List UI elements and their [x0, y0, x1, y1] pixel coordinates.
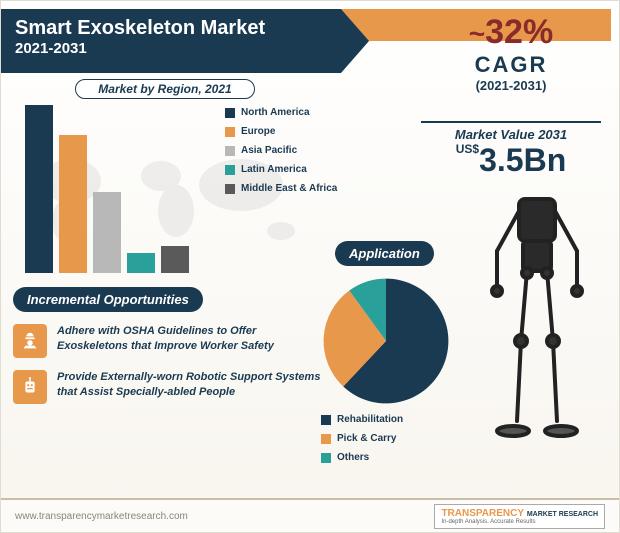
bar-europe: [59, 135, 87, 273]
legend-item: Others: [321, 452, 481, 463]
swatch-icon: [321, 434, 331, 444]
logo-tagline: In-depth Analysis. Accurate Results: [441, 519, 598, 525]
application-section: Application Rehabilitation Pick & Carry Ot…: [291, 241, 481, 471]
legend-item: Asia Pacific: [225, 145, 337, 156]
main-title: Smart Exoskeleton Market: [15, 17, 327, 40]
opportunity-text: Provide Externally-worn Robotic Support …: [57, 370, 323, 400]
legend-label: Pick & Carry: [337, 433, 396, 444]
opportunities-section: Incremental Opportunities Adhere with OS…: [13, 287, 323, 404]
brand-logo: TRANSPARENCY MARKET RESEARCH In-depth An…: [434, 504, 605, 529]
footer: www.transparencymarketresearch.com TRANS…: [1, 498, 619, 532]
market-value-block: Market Value 2031 US$3.5Bn: [421, 127, 601, 179]
legend-item: Latin America: [225, 164, 337, 175]
legend-label: Others: [337, 452, 369, 463]
legend-label: Europe: [241, 126, 275, 137]
market-value-amount: 3.5: [479, 142, 523, 178]
opportunities-heading: Incremental Opportunities: [13, 287, 203, 312]
legend-item: Middle East & Africa: [225, 183, 337, 194]
legend-label: Middle East & Africa: [241, 183, 337, 194]
market-value-label: Market Value 2031: [421, 127, 601, 142]
robot-icon: [13, 370, 47, 404]
legend-label: North America: [241, 107, 310, 118]
swatch-icon: [225, 184, 235, 194]
title-banner: Smart Exoskeleton Market 2021-2031: [1, 9, 341, 73]
bar-latin-america: [127, 253, 155, 273]
region-bars: [25, 105, 215, 273]
region-chart-title: Market by Region, 2021: [75, 79, 255, 99]
legend-item: Pick & Carry: [321, 433, 481, 444]
cagr-block: ~32% CAGR (2021-2031): [421, 13, 601, 93]
application-legend: Rehabilitation Pick & Carry Others: [321, 414, 481, 463]
legend-label: Rehabilitation: [337, 414, 403, 425]
swatch-icon: [225, 146, 235, 156]
title-period: 2021-2031: [15, 40, 327, 57]
swatch-icon: [321, 415, 331, 425]
market-value-currency: US$: [456, 142, 479, 156]
worker-icon: [13, 324, 47, 358]
application-heading: Application: [335, 241, 434, 266]
swatch-icon: [225, 165, 235, 175]
divider: [421, 121, 601, 123]
infographic-container: Smart Exoskeleton Market 2021-2031 ~32% …: [0, 0, 620, 533]
swatch-icon: [225, 127, 235, 137]
legend-item: North America: [225, 107, 337, 118]
footer-url: www.transparencymarketresearch.com: [15, 511, 188, 522]
legend-label: Latin America: [241, 164, 307, 175]
cagr-approx: ~: [469, 18, 485, 50]
legend-item: Rehabilitation: [321, 414, 481, 425]
bar-asia-pacific: [93, 192, 121, 273]
bar-middle-east-africa: [161, 246, 189, 273]
swatch-icon: [225, 108, 235, 118]
cagr-value: 32%: [485, 13, 553, 52]
exoskeleton-image: [467, 181, 607, 461]
legend-label: Asia Pacific: [241, 145, 297, 156]
logo-text-1: TRANSPARENCY: [441, 508, 524, 519]
cagr-period: (2021-2031): [421, 78, 601, 93]
legend-item: Europe: [225, 126, 337, 137]
opportunity-item: Adhere with OSHA Guidelines to Offer Exo…: [13, 324, 323, 358]
application-pie: [321, 276, 451, 406]
logo-text-2: MARKET RESEARCH: [527, 511, 598, 518]
swatch-icon: [321, 453, 331, 463]
opportunity-item: Provide Externally-worn Robotic Support …: [13, 370, 323, 404]
opportunity-text: Adhere with OSHA Guidelines to Offer Exo…: [57, 324, 323, 354]
bar-north-america: [25, 105, 53, 273]
market-value-unit: Bn: [524, 142, 567, 178]
cagr-label: CAGR: [421, 52, 601, 78]
region-legend: North America Europe Asia Pacific Latin Ame…: [225, 107, 337, 202]
